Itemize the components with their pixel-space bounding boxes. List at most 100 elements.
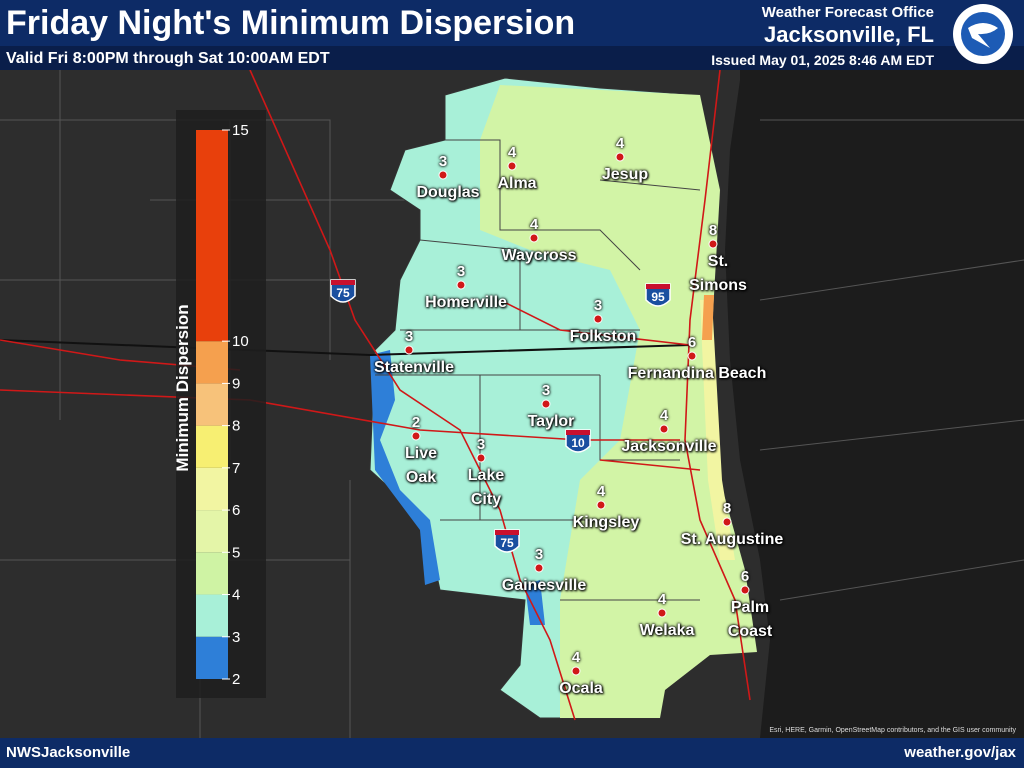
zone-area	[480, 85, 757, 718]
city-value: 4	[571, 649, 581, 666]
legend-tick-label: 8	[232, 418, 240, 435]
legend-tick-label: 5	[232, 544, 240, 561]
legend-tick-label: 10	[232, 333, 249, 350]
legend-band	[196, 510, 228, 553]
city-name: St. Augustine	[680, 531, 784, 548]
city-value: 4	[659, 407, 669, 424]
city-name: Gainesville	[501, 577, 587, 594]
shield-top	[646, 284, 670, 289]
city-name: Folkston	[569, 328, 637, 345]
legend-tick-label: 4	[232, 587, 240, 604]
footer-right: weather.gov/jax	[904, 744, 1016, 761]
roads	[0, 69, 751, 721]
shield-top	[495, 530, 519, 535]
city-dot	[529, 233, 539, 243]
city-value: 3	[456, 263, 466, 280]
city-dot	[657, 608, 667, 618]
zone-area	[525, 580, 545, 625]
city-dot	[411, 431, 421, 441]
shield-top	[331, 280, 355, 285]
city-dot	[541, 399, 551, 409]
city-name: Homerville	[425, 294, 507, 311]
city-name: Kingsley	[572, 514, 640, 531]
city-dot	[456, 280, 466, 290]
city-value: 2	[411, 414, 421, 431]
city-dot	[615, 152, 625, 162]
city-dot	[687, 351, 697, 361]
city-value: 4	[507, 144, 517, 161]
legend-band	[196, 341, 228, 384]
footer-bar	[0, 738, 1024, 768]
legend: 2 3 4 5 6 7 8 9 10 15	[196, 122, 249, 688]
zone-area	[370, 350, 440, 585]
legend-band	[196, 594, 228, 637]
zone-area	[700, 300, 735, 560]
legend-tick-label: 7	[232, 460, 240, 477]
city-dot	[534, 563, 544, 573]
office-line: Weather Forecast Office	[761, 4, 934, 21]
city-name: Ocala	[559, 680, 603, 697]
subtitle: Valid Fri 8:00PM through Sat 10:00AM EDT	[6, 50, 330, 67]
subheader-bar	[0, 46, 1024, 70]
city-name: Taylor	[527, 413, 575, 430]
shield	[494, 529, 520, 553]
city-value: 4	[596, 483, 606, 500]
city-dot	[404, 345, 414, 355]
shield-label: 10	[571, 436, 585, 450]
city-value: 4	[615, 135, 625, 152]
legend-tick-label: 15	[232, 122, 249, 139]
city-value: 3	[438, 153, 448, 170]
city-name: St. Simons	[689, 253, 747, 294]
city-value: 4	[657, 591, 667, 608]
city-dot	[507, 161, 517, 171]
city-name: Welaka	[639, 622, 695, 639]
city-value: 4	[529, 216, 539, 233]
city-name: Waycross	[501, 247, 577, 264]
city-value: 8	[722, 500, 732, 517]
highway-shields: 75 95 10 75	[330, 279, 671, 553]
city-dot	[438, 170, 448, 180]
city-name: Douglas	[416, 184, 480, 201]
legend-tick-label: 9	[232, 375, 240, 392]
issued: Issued May 01, 2025 8:46 AM EDT	[711, 52, 934, 68]
city-value: 3	[404, 328, 414, 345]
city-value: 3	[476, 436, 486, 453]
state-border	[0, 339, 691, 357]
city-dot	[596, 500, 606, 510]
city-name: Statenville	[373, 359, 455, 376]
footer-left: NWSJacksonville	[6, 744, 131, 761]
shield	[565, 429, 591, 453]
city-value: 3	[534, 546, 544, 563]
nws-logo	[953, 4, 1013, 64]
zone-area	[702, 295, 714, 340]
city-name: Jesup	[601, 166, 649, 183]
ocean	[725, 0, 1024, 738]
city-dot	[740, 585, 750, 595]
legend-band	[196, 130, 228, 342]
legend-band	[196, 425, 228, 468]
title: Friday Night's Minimum Dispersion	[6, 4, 576, 42]
city-dot	[659, 424, 669, 434]
legend-band	[196, 552, 228, 595]
shield	[645, 283, 671, 307]
city-value: 6	[687, 334, 697, 351]
office: Jacksonville, FL	[764, 22, 934, 47]
city-name: Jacksonville	[621, 438, 717, 455]
legend-title: Minimum Dispersion	[173, 304, 192, 471]
shield	[330, 279, 356, 303]
city-name: Alma	[497, 175, 537, 192]
city-value: 3	[541, 382, 551, 399]
city-dot	[476, 453, 486, 463]
legend-band	[196, 636, 228, 679]
city-name: Lake City	[467, 467, 505, 508]
city-value: 6	[740, 568, 750, 585]
attribution: Esri, HERE, Garmin, OpenStreetMap contri…	[769, 727, 1016, 734]
legend-tick-label: 6	[232, 502, 240, 519]
city-value: 8	[708, 222, 718, 239]
shield-label: 95	[651, 290, 665, 304]
legend-band	[196, 383, 228, 426]
city-value: 3	[593, 297, 603, 314]
city-dot	[722, 517, 732, 527]
